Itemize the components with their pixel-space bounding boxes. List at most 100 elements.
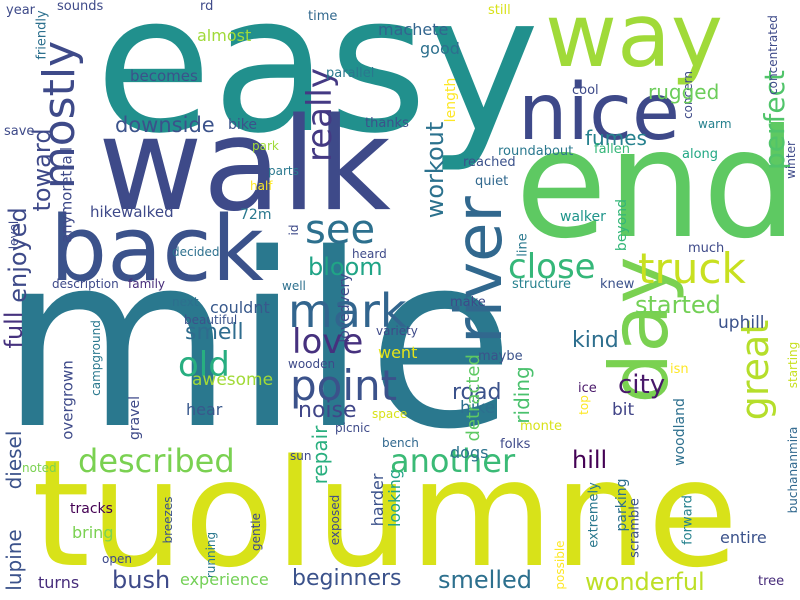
cloud-word: breezes bbox=[161, 496, 175, 544]
cloud-word: still bbox=[488, 3, 511, 18]
cloud-word: time bbox=[308, 9, 338, 24]
cloud-word: smelled bbox=[438, 566, 532, 594]
cloud-word: knew bbox=[600, 277, 635, 292]
cloud-word: went bbox=[378, 343, 418, 362]
cloud-word: good bbox=[420, 39, 460, 58]
cloud-word: almost bbox=[197, 26, 252, 45]
cloud-word: description bbox=[52, 277, 119, 291]
cloud-word: old bbox=[178, 345, 230, 385]
cloud-word: rd bbox=[200, 0, 214, 14]
cloud-word: gentle bbox=[249, 512, 263, 552]
cloud-word: love bbox=[292, 322, 364, 362]
cloud-word: reached bbox=[463, 155, 516, 170]
cloud-word: mile bbox=[0, 202, 515, 482]
cloud-word: way bbox=[545, 0, 723, 87]
cloud-word: open bbox=[102, 552, 132, 566]
cloud-word: warm bbox=[698, 117, 732, 131]
cloud-word: hill bbox=[572, 446, 608, 474]
cloud-word: hear bbox=[186, 400, 223, 419]
cloud-word: decided bbox=[172, 245, 220, 259]
cloud-word: tree bbox=[758, 574, 785, 589]
cloud-word: wooden bbox=[288, 357, 336, 371]
cloud-word: maybe bbox=[478, 349, 523, 364]
cloud-word: beautiful bbox=[184, 313, 238, 327]
cloud-word: rugged bbox=[648, 80, 720, 104]
cloud-word: picnic bbox=[335, 421, 371, 435]
cloud-word: smell bbox=[185, 320, 244, 345]
cloud-word: couldnt bbox=[210, 298, 270, 317]
cloud-word: beginners bbox=[292, 566, 402, 591]
cloud-word: riding bbox=[510, 366, 534, 424]
cloud-word: exposed bbox=[328, 494, 342, 546]
cloud-word: save bbox=[4, 124, 35, 139]
cloud-word: dogs bbox=[450, 443, 489, 462]
cloud-word: cool bbox=[572, 83, 599, 98]
cloud-word: ice bbox=[578, 381, 597, 396]
cloud-word: isn bbox=[670, 362, 689, 377]
cloud-word: half bbox=[250, 179, 273, 193]
cloud-word: repair bbox=[308, 425, 332, 485]
cloud-word: started bbox=[635, 291, 721, 319]
cloud-word: noted bbox=[22, 461, 57, 475]
cloud-word: becomes bbox=[130, 67, 198, 85]
cloud-word: fallen bbox=[594, 142, 631, 157]
cloud-word: id bbox=[287, 224, 301, 236]
cloud-word: experience bbox=[180, 570, 269, 589]
cloud-word: downside bbox=[115, 113, 215, 137]
cloud-word: nice bbox=[518, 68, 680, 158]
cloud-word: tracks bbox=[70, 501, 113, 517]
cloud-word: full bbox=[0, 311, 28, 349]
cloud-word: city bbox=[618, 370, 666, 400]
cloud-word: described bbox=[78, 442, 235, 480]
cloud-word: workout bbox=[421, 121, 449, 219]
cloud-word: river bbox=[443, 196, 517, 344]
cloud-word: fumes bbox=[585, 126, 647, 150]
cloud-word: much bbox=[688, 241, 725, 256]
cloud-word: buchananmira bbox=[786, 426, 800, 514]
cloud-word: space bbox=[372, 407, 408, 421]
cloud-word: detracted bbox=[463, 354, 485, 442]
cloud-word: back bbox=[50, 197, 264, 302]
cloud-word: kind bbox=[572, 328, 619, 353]
cloud-word: noise bbox=[298, 398, 357, 423]
cloud-word: machete bbox=[378, 20, 449, 39]
cloud-word: parallel bbox=[326, 66, 375, 81]
cloud-word: make bbox=[450, 295, 486, 310]
cloud-word: scramble bbox=[627, 498, 643, 558]
cloud-word: overgrown bbox=[58, 360, 77, 440]
cloud-word: entire bbox=[720, 528, 767, 547]
cloud-word: anymoretrail bbox=[57, 146, 76, 244]
cloud-word: really bbox=[300, 68, 340, 162]
cloud-word: level bbox=[7, 220, 21, 250]
cloud-word: bike bbox=[228, 117, 257, 133]
cloud-word: folks bbox=[500, 437, 531, 452]
cloud-word: woodland bbox=[672, 398, 688, 466]
cloud-word: along bbox=[682, 147, 719, 162]
cloud-word: bench bbox=[382, 436, 419, 450]
cloud-word: parts bbox=[268, 164, 299, 178]
cloud-word: quiet bbox=[475, 174, 509, 189]
cloud-word: family bbox=[128, 277, 166, 291]
cloud-word: sun bbox=[290, 449, 312, 463]
cloud-word: beyond bbox=[614, 198, 630, 252]
cloud-word: sounds bbox=[57, 0, 104, 14]
cloud-word: truck bbox=[638, 244, 746, 293]
cloud-word: end bbox=[515, 98, 798, 272]
cloud-word: walker bbox=[560, 209, 606, 225]
cloud-word: friendly bbox=[34, 10, 50, 60]
cloud-word: length bbox=[443, 77, 459, 123]
cloud-word: tuolumne bbox=[32, 428, 739, 600]
cloud-word: road bbox=[452, 380, 502, 405]
cloud-word: concentrated bbox=[766, 15, 780, 95]
cloud-word: bloom bbox=[308, 253, 383, 281]
cloud-word: diesel bbox=[2, 430, 26, 490]
cloud-word: see bbox=[305, 207, 376, 253]
cloud-word: walk bbox=[98, 91, 391, 240]
cloud-word: wonderful bbox=[585, 568, 705, 596]
cloud-word: variety bbox=[376, 324, 418, 338]
cloud-word: 72m bbox=[240, 207, 272, 223]
cloud-word: well bbox=[282, 279, 306, 293]
cloud-word: year bbox=[6, 3, 36, 18]
cloud-word: roundabout bbox=[498, 144, 574, 159]
